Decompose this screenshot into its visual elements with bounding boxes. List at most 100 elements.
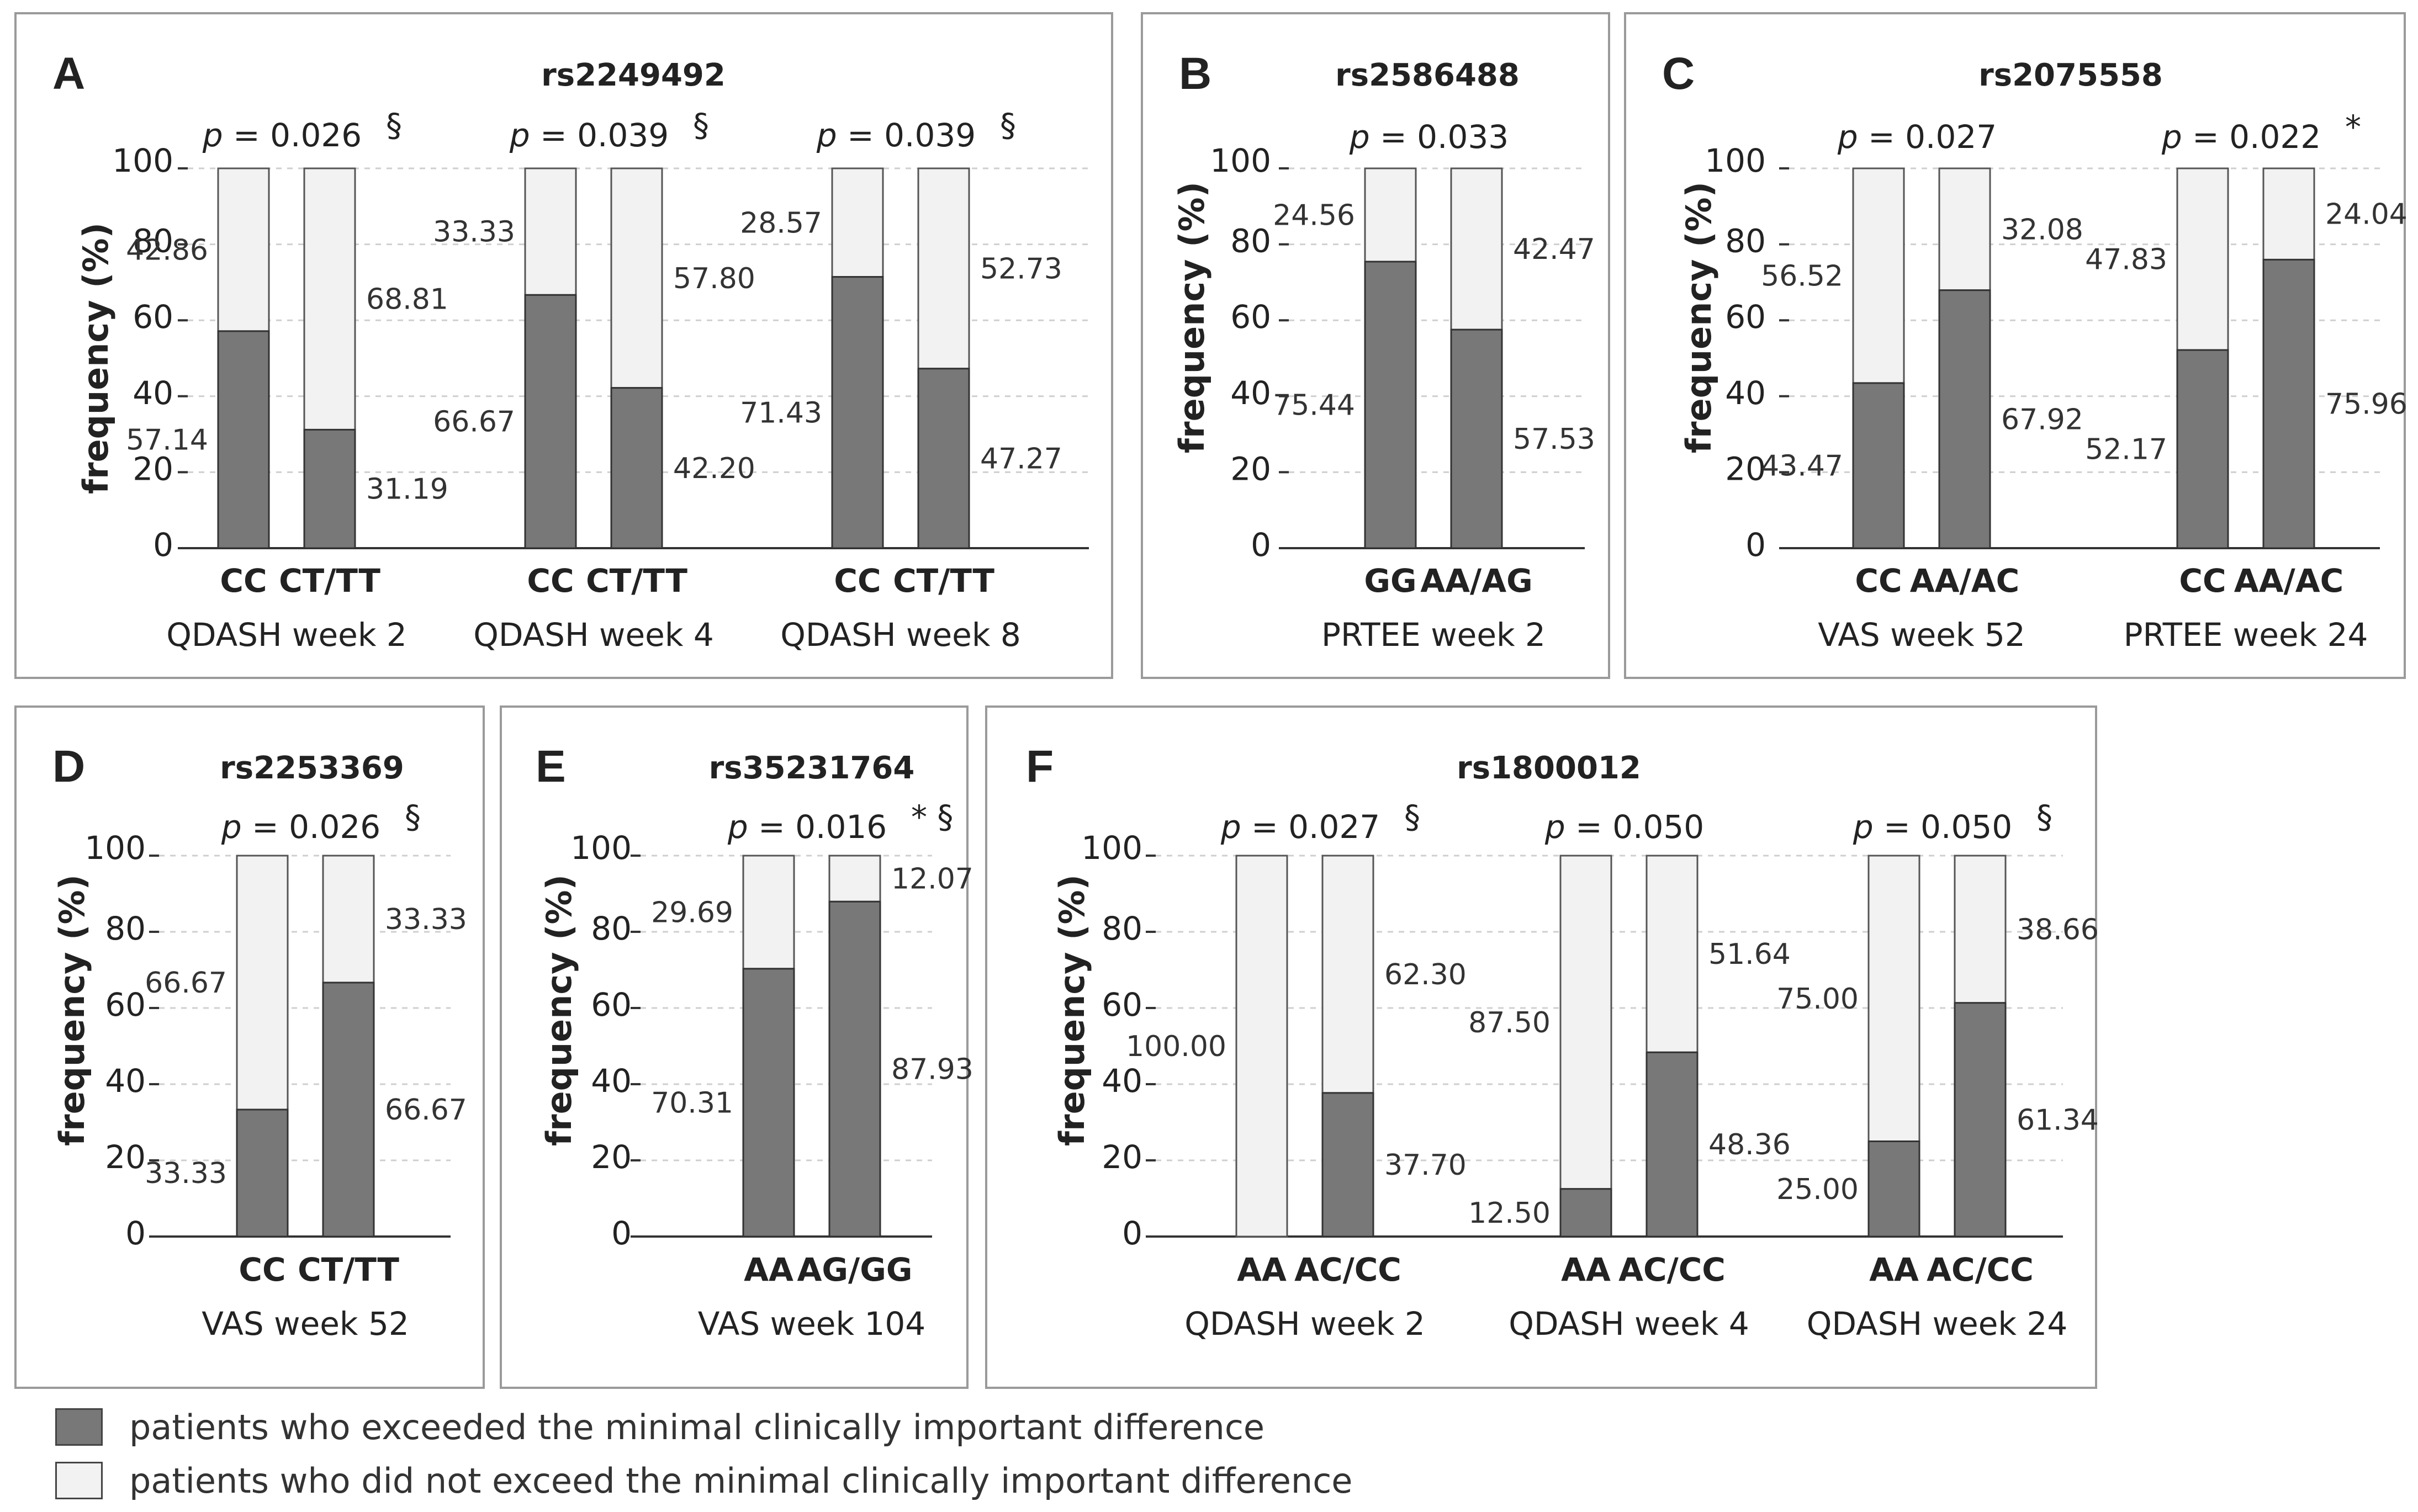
y-axis-label: frequency (%) (1052, 874, 1092, 1146)
value-label-exceeded: 87.93 (891, 1053, 973, 1086)
bar-exceeded (917, 368, 970, 549)
y-tick-label: 20 (1230, 450, 1271, 487)
genotype-label: AA (1561, 1251, 1611, 1288)
bar-not-exceeded (322, 855, 375, 984)
value-label-exceeded: 70.31 (651, 1086, 733, 1120)
genotype-label: AC/CC (1294, 1251, 1401, 1288)
y-tick-label: 60 (591, 986, 632, 1023)
panel-title: rs2249492 (541, 57, 726, 93)
value-label-exceeded: 75.96 (2325, 388, 2408, 421)
panel-title: rs2253369 (220, 750, 404, 786)
value-label-not-exceeded: 12.07 (891, 863, 973, 896)
bar-exceeded (742, 968, 795, 1238)
genotype-label: CT/TT (586, 562, 687, 600)
y-tick-label: 40 (591, 1062, 632, 1100)
legend-swatch-not-exceeded (55, 1462, 103, 1499)
outcome-label: VAS week 52 (202, 1305, 409, 1343)
y-tick-label: 0 (125, 1214, 146, 1252)
bar-not-exceeded (1938, 167, 1991, 291)
legend-label-exceeded: patients who exceeded the minimal clinic… (129, 1407, 1265, 1447)
y-tick-label: 100 (1081, 829, 1142, 867)
genotype-label: CC (1855, 562, 1902, 600)
y-tick-label: 60 (1725, 298, 1766, 336)
bar-exceeded (2262, 258, 2315, 549)
value-label-not-exceeded: 28.57 (740, 206, 822, 240)
bar-exceeded (1867, 1140, 1920, 1238)
legend-label-not-exceeded: patients who did not exceed the minimal … (129, 1460, 1353, 1501)
panel-letter: E (536, 741, 566, 792)
value-label-exceeded: 66.67 (433, 406, 515, 439)
p-value: p = 0.016 (727, 808, 887, 846)
bar-exceeded (1954, 1002, 2007, 1238)
outcome-label: QDASH week 2 (1184, 1305, 1425, 1343)
value-label-not-exceeded: 51.64 (1708, 938, 1791, 971)
p-value: p = 0.022 (2161, 118, 2321, 156)
value-label-exceeded: 57.53 (1513, 423, 1595, 456)
genotype-label: CC (220, 562, 267, 600)
bar-exceeded (303, 428, 356, 549)
bar-exceeded (1852, 382, 1905, 549)
value-label-not-exceeded: 57.80 (673, 262, 755, 295)
genotype-label: AA (1237, 1251, 1287, 1288)
genotype-label: AA/AC (1910, 562, 2019, 600)
bar-not-exceeded (1321, 855, 1374, 1094)
bar-exceeded (1450, 328, 1503, 549)
genotype-label: CC (2179, 562, 2226, 600)
bar-exceeded (831, 276, 884, 549)
y-tick-label: 20 (1725, 450, 1766, 487)
significance-mark: § (386, 107, 402, 144)
panel-border (14, 12, 1113, 679)
genotype-label: CT/TT (298, 1251, 399, 1288)
p-value: p = 0.050 (1544, 808, 1704, 846)
y-tick-label: 40 (1230, 374, 1271, 412)
y-tick-label: 20 (133, 450, 173, 487)
value-label-not-exceeded: 47.83 (2085, 243, 2167, 277)
bar-not-exceeded (1954, 855, 2007, 1004)
panel-letter: B (1179, 49, 1211, 99)
value-label-exceeded: 25.00 (1776, 1173, 1859, 1206)
p-value: p = 0.026 (221, 808, 380, 846)
significance-mark: § (1000, 107, 1016, 144)
bar-exceeded (217, 330, 270, 549)
value-label-not-exceeded: 100.00 (1126, 1030, 1226, 1063)
genotype-label: CC (239, 1251, 285, 1288)
significance-mark: * (2345, 108, 2361, 146)
p-value: p = 0.027 (1220, 808, 1380, 846)
genotype-label: AA (1869, 1251, 1919, 1288)
value-label-not-exceeded: 56.52 (1761, 259, 1843, 293)
value-label-not-exceeded: 29.69 (651, 896, 733, 929)
y-tick-label: 0 (611, 1214, 632, 1252)
panel-border (985, 705, 2097, 1389)
bar-not-exceeded (742, 855, 795, 970)
significance-mark: § (1404, 798, 1420, 836)
significance-mark: § (693, 107, 709, 144)
genotype-label: CT/TT (893, 562, 994, 600)
y-tick-label: 80 (105, 910, 146, 947)
value-label-exceeded: 67.92 (2001, 403, 2083, 436)
value-label-exceeded: 57.14 (126, 423, 208, 457)
value-label-not-exceeded: 68.81 (366, 283, 448, 316)
bar-not-exceeded (1235, 855, 1288, 1238)
value-label-exceeded: 71.43 (740, 396, 822, 429)
bar-exceeded (1364, 261, 1417, 549)
bar-not-exceeded (917, 167, 970, 370)
genotype-label: AG/GG (797, 1251, 913, 1288)
y-tick-label: 60 (133, 298, 173, 336)
value-label-exceeded: 66.67 (385, 1094, 467, 1127)
value-label-not-exceeded: 42.86 (126, 234, 208, 267)
bar-exceeded (1321, 1092, 1374, 1238)
value-label-not-exceeded: 38.66 (2017, 913, 2099, 946)
y-tick-label: 100 (84, 829, 146, 867)
genotype-label: GG (1364, 562, 1416, 600)
outcome-label: QDASH week 2 (166, 616, 407, 654)
genotype-label: AA/AG (1420, 562, 1532, 600)
y-tick-label: 80 (1102, 910, 1142, 947)
genotype-label: CC (527, 562, 574, 600)
value-label-not-exceeded: 75.00 (1776, 983, 1859, 1016)
